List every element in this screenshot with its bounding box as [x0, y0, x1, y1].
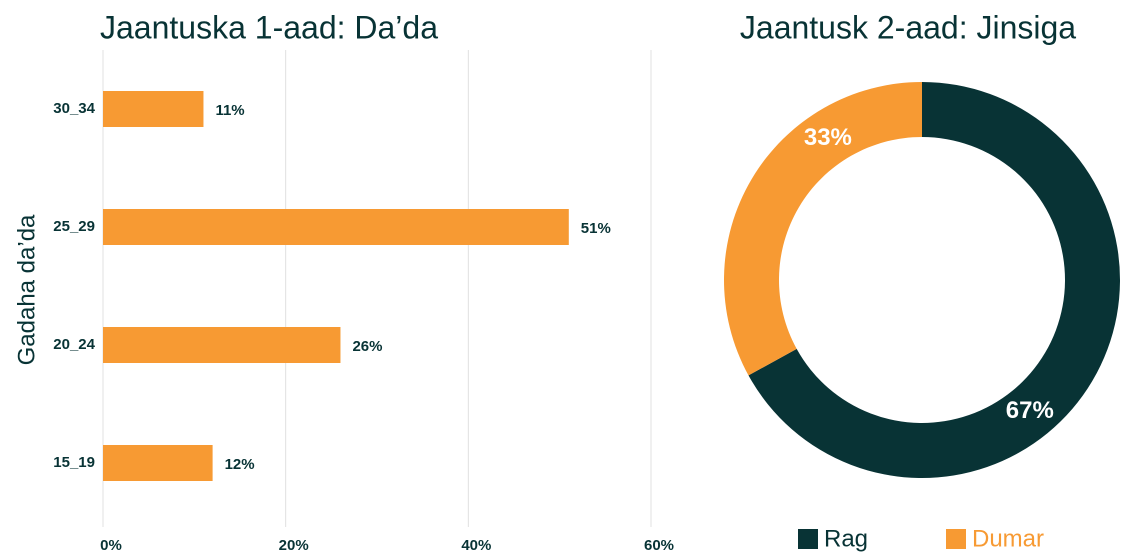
y-tick-label: 20_24 — [53, 336, 95, 353]
data-label: 67% — [1006, 397, 1054, 424]
bar — [103, 91, 204, 127]
data-label: 33% — [804, 124, 852, 151]
x-tick-label: 40% — [461, 537, 491, 554]
data-label: 26% — [352, 338, 382, 355]
x-tick-label: 60% — [644, 537, 674, 554]
y-axis-label: Gadaha da’da — [13, 214, 40, 365]
x-tick-label: 20% — [279, 537, 309, 554]
legend-swatch — [946, 529, 966, 549]
donut-title: Jaantusk 2-aad: Jinsiga — [740, 9, 1076, 45]
donut-slice — [724, 82, 922, 376]
bar — [103, 327, 341, 363]
y-tick-label: 25_29 — [53, 218, 95, 235]
data-label: 12% — [225, 456, 255, 473]
legend-label: Rag — [824, 525, 868, 552]
donut-slice — [748, 82, 1120, 479]
y-tick-label: 15_19 — [53, 454, 95, 471]
data-label: 11% — [215, 102, 244, 119]
legend-label: Dumar — [972, 525, 1044, 552]
x-tick-label: 0% — [100, 537, 122, 554]
bar — [103, 209, 569, 245]
legend-swatch — [798, 529, 818, 549]
bar-title: Jaantuska 1-aad: Da’da — [100, 9, 438, 45]
data-label: 51% — [581, 220, 611, 237]
y-tick-label: 30_34 — [53, 100, 95, 117]
bar — [103, 445, 213, 481]
